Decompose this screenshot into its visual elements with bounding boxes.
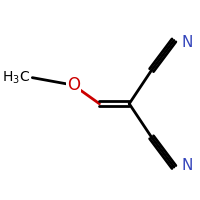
- Text: N: N: [181, 158, 193, 173]
- Text: H$_3$C: H$_3$C: [2, 69, 30, 86]
- Text: N: N: [181, 35, 193, 50]
- Text: O: O: [67, 76, 80, 94]
